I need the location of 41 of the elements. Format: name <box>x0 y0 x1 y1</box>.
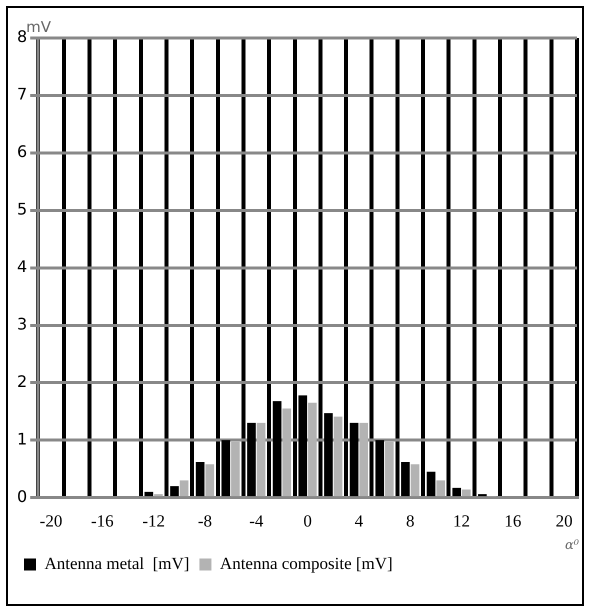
y-axis-title: mV <box>26 18 52 36</box>
bar <box>282 408 292 496</box>
y-tick-label: 5 <box>16 200 28 219</box>
bar <box>308 402 317 496</box>
bar <box>334 416 342 496</box>
bar <box>410 464 420 496</box>
x-tick-label: -4 <box>249 511 264 530</box>
x-tick-label: 4 <box>354 511 364 530</box>
x-axis-title: α⁰ <box>565 538 580 553</box>
x-tick-label: -12 <box>142 511 165 530</box>
y-tick-label: 0 <box>16 486 28 506</box>
y-tick-label: 6 <box>16 142 28 162</box>
x-tick-label: 20 <box>556 511 573 530</box>
y-tick-label: 1 <box>16 429 28 448</box>
bar <box>196 462 204 496</box>
bar <box>359 422 368 496</box>
y-tick-label: 3 <box>16 314 28 334</box>
x-tick-label: -20 <box>40 511 62 530</box>
y-tick-label: 2 <box>16 372 28 391</box>
y-tick-label: 8 <box>16 27 28 46</box>
bar <box>272 401 282 496</box>
bar <box>452 488 462 496</box>
x-tick-label: 8 <box>406 511 414 530</box>
bar <box>256 422 266 496</box>
y-tick-label: 4 <box>16 256 28 276</box>
bar <box>385 442 394 496</box>
x-tick-label: 16 <box>504 511 522 530</box>
y-tick-label: 7 <box>16 84 28 104</box>
bar <box>350 422 358 496</box>
x-tick-label: -8 <box>198 511 212 530</box>
bar <box>180 480 188 496</box>
x-tick-label: 12 <box>453 511 470 530</box>
bar <box>375 440 384 496</box>
bar <box>205 464 214 496</box>
legend-label: Antenna composite [mV] <box>220 554 393 573</box>
bar <box>436 480 446 496</box>
x-tick-label: -16 <box>90 511 114 530</box>
bar <box>231 442 240 496</box>
legend-label: Antenna metal [mV] <box>44 554 190 573</box>
bar <box>462 490 471 496</box>
x-tick-label: 0 <box>303 511 312 530</box>
